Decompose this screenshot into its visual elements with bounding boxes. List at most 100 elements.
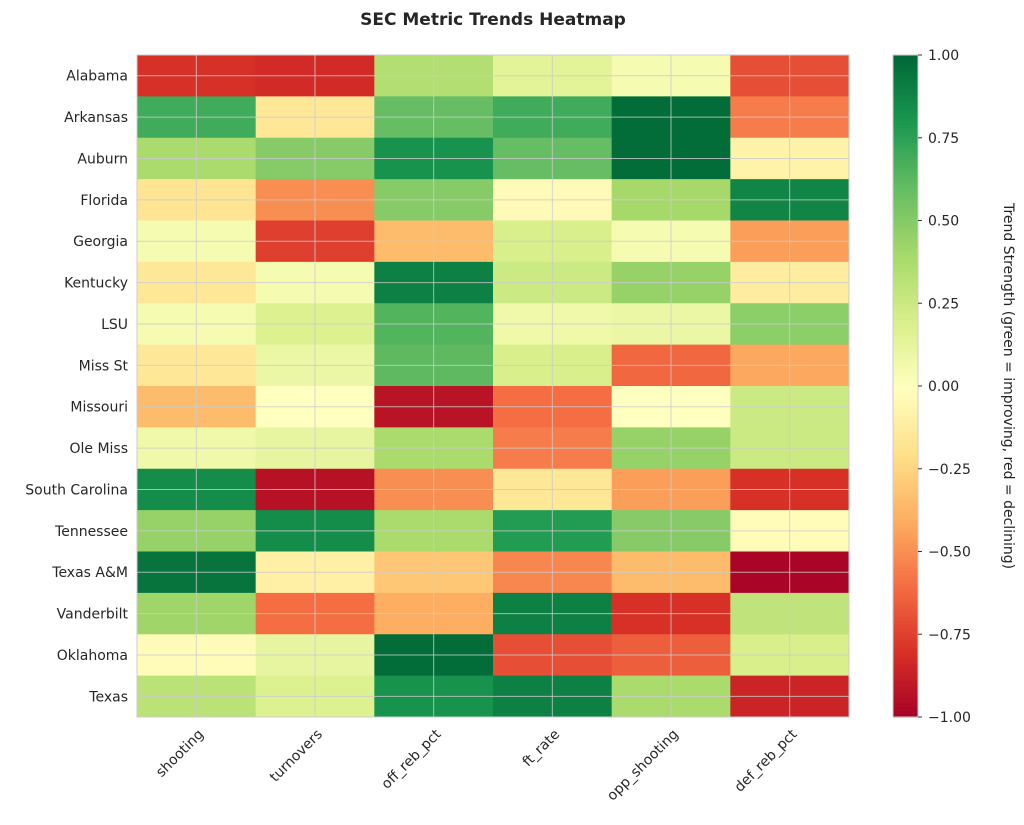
colorbar-segment [893, 283, 918, 288]
colorbar-segment [893, 296, 918, 301]
colorbar-segment [893, 107, 918, 112]
colorbar-segment [893, 157, 918, 162]
colorbar-segment [893, 505, 918, 510]
colorbar-segment [893, 342, 918, 347]
colorbar-segment [893, 634, 918, 639]
colorbar-segment [893, 339, 918, 344]
colorbar-segment [893, 673, 918, 678]
colorbar-tick-label: 0.25 [928, 296, 959, 312]
y-tick-label: Auburn [77, 151, 128, 167]
colorbar-segment [893, 478, 918, 483]
colorbar-segment [893, 607, 918, 612]
colorbar-segment [893, 266, 918, 271]
colorbar-segment [893, 68, 918, 73]
colorbar-tick-label: −0.25 [928, 462, 971, 478]
colorbar-segment [893, 462, 918, 467]
colorbar-segment [893, 237, 918, 241]
colorbar-segment [893, 703, 918, 708]
colorbar-segment [893, 448, 918, 453]
colorbar-segment [893, 141, 918, 145]
x-tick-label: off_reb_pct [379, 726, 445, 792]
colorbar-segment [893, 369, 918, 374]
colorbar-segment [893, 617, 918, 622]
colorbar-segment [893, 425, 918, 430]
colorbar-segment [893, 438, 918, 443]
colorbar-segment [893, 220, 918, 225]
colorbar-segment [893, 687, 918, 692]
colorbar-segment [893, 184, 918, 188]
colorbar-segment [893, 442, 918, 447]
colorbar-segment [893, 270, 918, 275]
colorbar-tick-label: 1.00 [928, 48, 959, 64]
colorbar-segment [893, 577, 918, 582]
colorbar-segment [893, 207, 918, 212]
colorbar-segment [893, 306, 918, 311]
colorbar-segment [893, 286, 918, 291]
colorbar-segment [893, 611, 918, 615]
colorbar-segment [893, 693, 918, 698]
colorbar-segment [893, 627, 918, 632]
colorbar-segment [893, 621, 918, 625]
colorbar-segment [893, 58, 918, 63]
colorbar-segment [893, 117, 918, 122]
colorbar-segment [893, 134, 918, 139]
colorbar-segment [893, 501, 918, 506]
colorbar-segment [893, 690, 918, 695]
colorbar-segment [893, 144, 918, 149]
colorbar-segment [893, 319, 918, 324]
colorbar-segment [893, 551, 918, 556]
colorbar-segment [893, 395, 918, 400]
colorbar-segment [893, 91, 918, 96]
colorbar-segment [893, 147, 918, 152]
colorbar-segment [893, 382, 918, 387]
colorbar-segment [893, 455, 918, 460]
colorbar-segment [893, 213, 918, 218]
colorbar-segment [893, 352, 918, 357]
colorbar-segment [893, 548, 918, 553]
colorbar-segment [893, 415, 918, 420]
colorbar-segment [893, 78, 918, 83]
colorbar-segment [893, 544, 918, 549]
colorbar-segment [893, 150, 918, 155]
colorbar-segment [893, 299, 918, 304]
colorbar-segment [893, 250, 918, 255]
colorbar-segment [893, 263, 918, 268]
colorbar-segment [893, 121, 918, 126]
colorbar-segment [893, 94, 918, 99]
colorbar-segment [893, 475, 918, 480]
colorbar-segment [893, 538, 918, 543]
colorbar-segment [893, 349, 918, 354]
colorbar-segment [893, 495, 918, 500]
colorbar-segment [893, 227, 918, 232]
colorbar-segment [893, 256, 918, 261]
colorbar-segment [893, 154, 918, 159]
y-tick-label: Ole Miss [69, 441, 128, 457]
colorbar-segment [893, 233, 918, 238]
colorbar-segment [893, 124, 918, 129]
y-tick-label: Texas [88, 689, 128, 705]
colorbar-segment [893, 273, 918, 278]
colorbar-segment [893, 584, 918, 589]
colorbar-segment [893, 336, 918, 341]
colorbar-segment [893, 630, 918, 635]
colorbar-segment [893, 303, 918, 308]
colorbar-segment [893, 601, 918, 606]
colorbar-segment [893, 624, 918, 629]
colorbar-segment [893, 164, 918, 169]
colorbar-segment [893, 293, 918, 298]
colorbar-segment [893, 170, 918, 175]
colorbar-segment [893, 597, 918, 602]
colorbar-segment [893, 468, 918, 473]
x-tick-label: turnovers [267, 727, 326, 786]
colorbar-segment [893, 379, 918, 384]
x-tick-label: shooting [153, 727, 207, 781]
plot-frame [136, 54, 850, 718]
colorbar-segment [893, 677, 918, 682]
colorbar-segment [893, 217, 918, 222]
colorbar-segment [893, 174, 918, 179]
y-tick-label: Georgia [73, 234, 128, 250]
colorbar-segment [893, 61, 918, 66]
colorbar-segment [893, 246, 918, 251]
colorbar-segment [893, 650, 918, 655]
colorbar-segment [893, 518, 918, 523]
